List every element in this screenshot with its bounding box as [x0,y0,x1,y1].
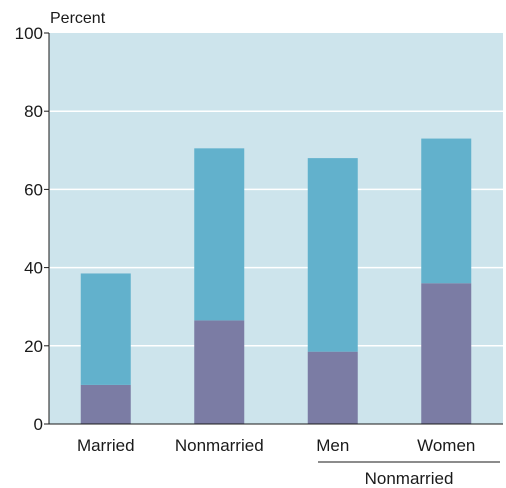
y-tick-label: 80 [24,102,43,121]
y-tick-label: 40 [24,259,43,278]
x-tick-labels: Married Nonmarried Men Women [77,436,475,455]
bar-segment-women-upper [421,138,472,284]
y-tick-labels: 0 20 40 60 80 100 [15,24,49,434]
y-tick-label: 100 [15,24,43,43]
bar-segment-nonmarried-upper [194,148,245,321]
bar-segment-men-upper [307,158,358,352]
y-tick-label: 60 [24,180,43,199]
y-tick-label: 20 [24,337,43,356]
x-tick-label: Married [77,436,135,455]
group-label: Nonmarried [365,469,454,488]
bar-segment-women-lower [421,283,472,424]
x-tick-label: Women [417,436,475,455]
bars [80,138,472,424]
bar-segment-married-lower [80,384,131,424]
y-axis-title: Percent [50,10,106,27]
x-tick-label: Men [316,436,349,455]
bar-segment-married-upper [80,273,131,385]
y-tick-label: 0 [34,415,43,434]
bar-segment-nonmarried-lower [194,320,245,424]
x-tick-label: Nonmarried [175,436,264,455]
bar-segment-men-lower [307,351,358,424]
